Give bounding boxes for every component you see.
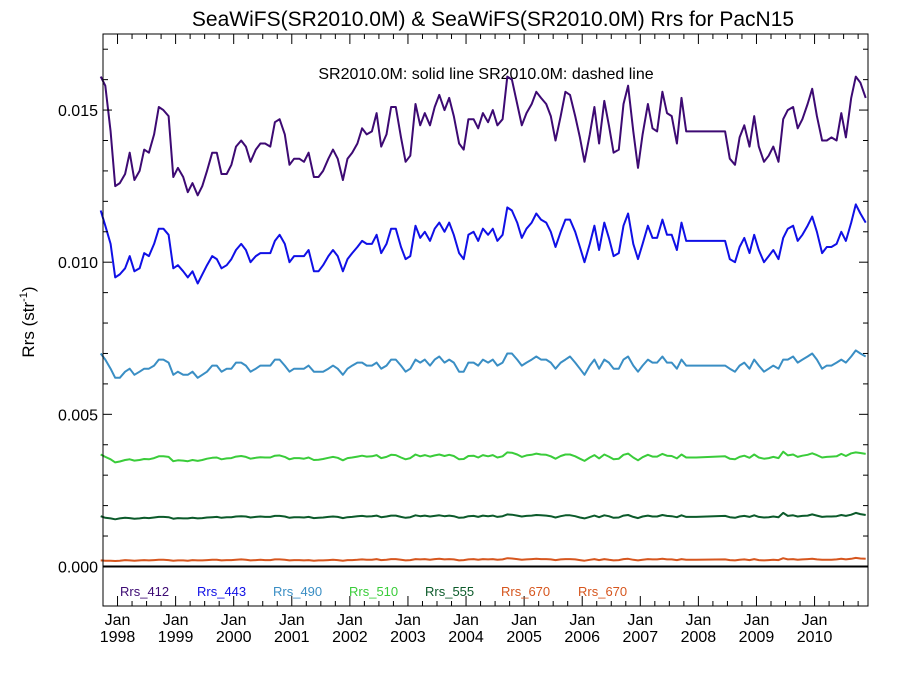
series-line-6 <box>100 556 866 562</box>
series-line-3 <box>99 349 867 379</box>
x-tick-month: Jan <box>105 612 131 629</box>
legend-entry: Rrs_412 <box>120 584 169 599</box>
x-tick-year: 1998 <box>100 629 136 646</box>
x-tick-year: 2010 <box>797 629 833 646</box>
legend-entry: Rrs_443 <box>197 584 246 599</box>
x-tick-year: 2008 <box>681 629 717 646</box>
series-line-1 <box>99 75 867 197</box>
x-tick-year: 2004 <box>448 629 484 646</box>
plot-frame <box>102 33 869 607</box>
line-style-note: SR2010.0M: solid line SR2010.0M: dashed … <box>318 66 653 83</box>
x-tick-month: Jan <box>337 612 363 629</box>
legend-entry: Rrs_510 <box>349 584 398 599</box>
series-line-4 <box>100 450 866 464</box>
x-tick-month: Jan <box>511 612 537 629</box>
x-tick-month: Jan <box>453 612 479 629</box>
x-tick-month: Jan <box>802 612 828 629</box>
x-tick-month: Jan <box>163 612 189 629</box>
x-tick-month: Jan <box>569 612 595 629</box>
x-tick-month: Jan <box>744 612 770 629</box>
series-line-2 <box>99 203 867 285</box>
plot-area: 0.0000.0050.0100.015Jan1998Jan1999Jan200… <box>58 33 869 646</box>
y-tick-label: 0.010 <box>58 255 98 272</box>
x-tick-month: Jan <box>627 612 653 629</box>
x-tick-year: 2006 <box>564 629 600 646</box>
x-tick-year: 2003 <box>390 629 426 646</box>
x-tick-year: 2005 <box>506 629 542 646</box>
x-tick-year: 2009 <box>739 629 775 646</box>
legend-entry: Rrs_670 <box>501 584 550 599</box>
legend-entry: Rrs_670 <box>578 584 627 599</box>
y-tick-label: 0.000 <box>58 559 98 576</box>
x-tick-month: Jan <box>685 612 711 629</box>
y-axis-label-main: Rrs (str <box>19 302 38 358</box>
chart-title: SeaWiFS(SR2010.0M) & SeaWiFS(SR2010.0M) … <box>192 8 794 31</box>
y-tick-label: 0.005 <box>58 407 98 424</box>
y-axis-label-superscript: -1 <box>18 292 30 302</box>
x-tick-year: 2007 <box>623 629 659 646</box>
x-tick-month: Jan <box>279 612 305 629</box>
y-tick-label: 0.015 <box>58 103 98 120</box>
series-line-5 <box>100 511 866 521</box>
y-axis-label: Rrs (str-1) <box>18 286 38 357</box>
legend-entry: Rrs_555 <box>425 584 474 599</box>
x-tick-year: 2002 <box>332 629 368 646</box>
x-tick-year: 1999 <box>158 629 194 646</box>
x-tick-month: Jan <box>221 612 247 629</box>
legend-entry: Rrs_490 <box>273 584 322 599</box>
x-tick-year: 2001 <box>274 629 310 646</box>
x-tick-year: 2000 <box>216 629 252 646</box>
y-axis-label-close: ) <box>19 286 38 292</box>
x-tick-month: Jan <box>395 612 421 629</box>
